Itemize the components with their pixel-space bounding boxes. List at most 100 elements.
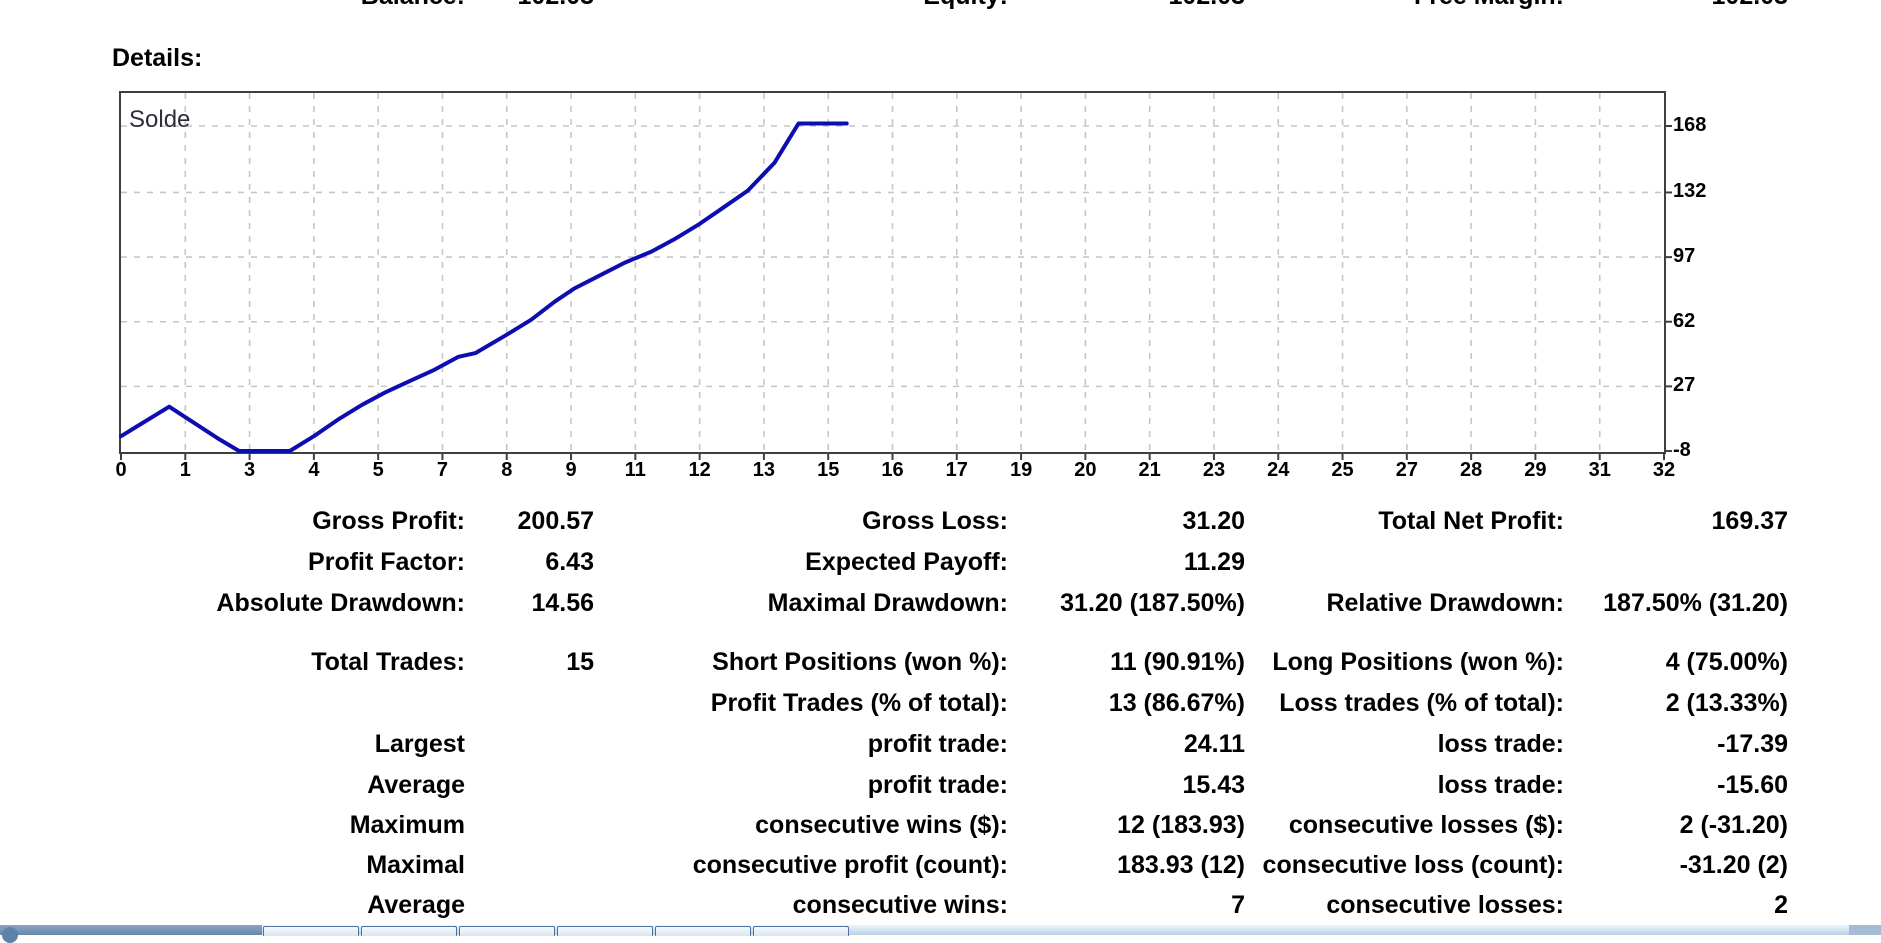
stat-value: 24.11 — [1183, 730, 1245, 758]
x-axis-label: 28 — [1460, 459, 1483, 481]
stat-label: consecutive losses ($): — [1288, 811, 1564, 839]
stat-label: consecutive losses: — [1326, 891, 1564, 919]
stat-value: 7 — [1231, 891, 1245, 919]
table-row: Total Trades: 15 Short Positions (won %): 1… — [0, 648, 1881, 680]
stat-value: 14.56 — [531, 589, 594, 617]
stat-label: Average — [367, 891, 465, 919]
stat-label: Total Net Profit: — [1378, 507, 1564, 535]
stat-label: loss trade: — [1437, 771, 1564, 799]
stat-value: 15.43 — [1182, 771, 1245, 799]
stat-value: 13 (86.67%) — [1108, 689, 1245, 717]
taskbar[interactable] — [0, 925, 1881, 943]
stat-value: 2 — [1774, 891, 1788, 919]
x-axis-label: 27 — [1395, 459, 1418, 481]
stat-label: Gross Profit: — [312, 507, 465, 535]
stat-label: consecutive profit (count): — [692, 851, 1008, 879]
stat-label: Relative Drawdown: — [1326, 589, 1564, 617]
x-axis-label: 15 — [817, 459, 840, 481]
x-axis-label: 32 — [1652, 459, 1676, 481]
y-axis-label: 62 — [1673, 309, 1696, 332]
taskbar-right-cap — [1849, 925, 1881, 935]
details-heading: Details: — [112, 44, 203, 72]
stat-label: Average — [367, 771, 465, 799]
table-row: Profit Trades (% of total): 13 (86.67%) Lo… — [0, 689, 1881, 721]
stat-label: Profit Trades (% of total): — [710, 689, 1008, 717]
stat-value: 15 — [566, 648, 594, 676]
x-axis-label: 9 — [565, 459, 577, 481]
stat-label: Maximum — [349, 811, 465, 839]
stat-label: profit trade: — [867, 730, 1008, 758]
stat-label: Gross Loss: — [862, 507, 1008, 535]
stat-label: loss trade: — [1437, 730, 1564, 758]
taskbar-button[interactable] — [361, 926, 457, 936]
y-axis-label: 97 — [1673, 245, 1696, 268]
y-axis-label: 168 — [1673, 114, 1707, 136]
table-row: Maximal consecutive profit (count): 183.93… — [0, 851, 1881, 883]
x-axis-label: 1 — [179, 459, 191, 481]
balance-label: Balance: — [361, 0, 465, 11]
stat-value: 200.57 — [517, 507, 594, 535]
x-axis-label: 17 — [945, 459, 968, 481]
account-summary-row: Balance: 102.03 Equity: 102.03 Free Marg… — [0, 0, 1881, 14]
stat-value: 187.50% (31.20) — [1603, 589, 1788, 617]
stat-value: 31.20 (187.50%) — [1060, 589, 1245, 617]
series-label: Solde — [129, 106, 190, 133]
start-button-edge[interactable] — [2, 927, 18, 943]
taskbar-button[interactable] — [655, 926, 751, 936]
stat-label: Loss trades (% of total): — [1279, 689, 1564, 717]
x-axis-label: 11 — [624, 459, 646, 481]
x-axis-label: 24 — [1267, 459, 1290, 481]
stat-label: Long Positions (won %): — [1272, 648, 1564, 676]
x-axis-label: 8 — [501, 459, 513, 481]
x-axis-label: 21 — [1138, 459, 1161, 481]
balance-chart: Solde — [119, 91, 1672, 460]
taskbar-button[interactable] — [459, 926, 555, 936]
stat-label: Maximal — [366, 851, 465, 879]
x-axis-label: 23 — [1202, 459, 1226, 481]
y-axis-label: 132 — [1673, 180, 1707, 203]
table-row: Average consecutive wins: 7 consecutive los… — [0, 891, 1881, 923]
free-margin-value: 102.03 — [1712, 0, 1788, 11]
taskbar-button[interactable] — [557, 926, 653, 936]
stat-value: 169.37 — [1711, 507, 1788, 535]
stat-label: Short Positions (won %): — [712, 648, 1008, 676]
stat-label: Maximal Drawdown: — [767, 589, 1008, 617]
stat-value: 11.29 — [1183, 548, 1245, 576]
y-axis-label: -8 — [1673, 439, 1691, 461]
stat-value: 4 (75.00%) — [1665, 648, 1788, 676]
x-axis-label: 4 — [308, 459, 320, 481]
free-margin-label: Free Margin: — [1414, 0, 1564, 11]
stat-label: Expected Payoff: — [805, 548, 1008, 576]
equity-value: 102.03 — [1169, 0, 1245, 11]
x-axis-label: 3 — [244, 459, 256, 481]
taskbar-active-window-button[interactable] — [0, 925, 262, 935]
x-axis-label: 13 — [752, 459, 776, 481]
stat-label: Largest — [374, 730, 465, 758]
x-axis-label: 19 — [1009, 459, 1033, 481]
x-axis-label: 25 — [1331, 459, 1354, 481]
stat-value: -31.20 (2) — [1679, 851, 1788, 879]
stat-value: 6.43 — [545, 548, 594, 576]
stat-label: consecutive wins: — [792, 891, 1008, 919]
stat-value: -17.39 — [1717, 730, 1788, 758]
taskbar-base — [0, 925, 1881, 935]
x-axis-label: 12 — [688, 459, 711, 481]
stat-value: -15.60 — [1717, 771, 1788, 799]
table-row: Gross Profit: 200.57 Gross Loss: 31.20 Total… — [0, 507, 1881, 539]
stat-value: 2 (-31.20) — [1679, 811, 1788, 839]
taskbar-button[interactable] — [753, 926, 849, 936]
x-axis-label: 29 — [1524, 459, 1547, 481]
table-row: Maximum consecutive wins ($): 12 (183.93) c… — [0, 811, 1881, 843]
table-row: Average profit trade: 15.43 loss trade: -15.… — [0, 771, 1881, 803]
stat-label: Profit Factor: — [308, 548, 465, 576]
stat-label: consecutive wins ($): — [755, 811, 1008, 839]
table-row: Largest profit trade: 24.11 loss trade: -17.… — [0, 730, 1881, 762]
balance-value: 102.03 — [518, 0, 594, 11]
stat-label: profit trade: — [867, 771, 1008, 799]
taskbar-button[interactable] — [263, 926, 359, 936]
stat-label: consecutive loss (count): — [1262, 851, 1564, 879]
x-axis-label: 16 — [881, 459, 904, 481]
x-axis-label: 7 — [436, 459, 449, 481]
table-row: Absolute Drawdown: 14.56 Maximal Drawdown:… — [0, 589, 1881, 621]
x-axis-label: 0 — [115, 459, 127, 481]
